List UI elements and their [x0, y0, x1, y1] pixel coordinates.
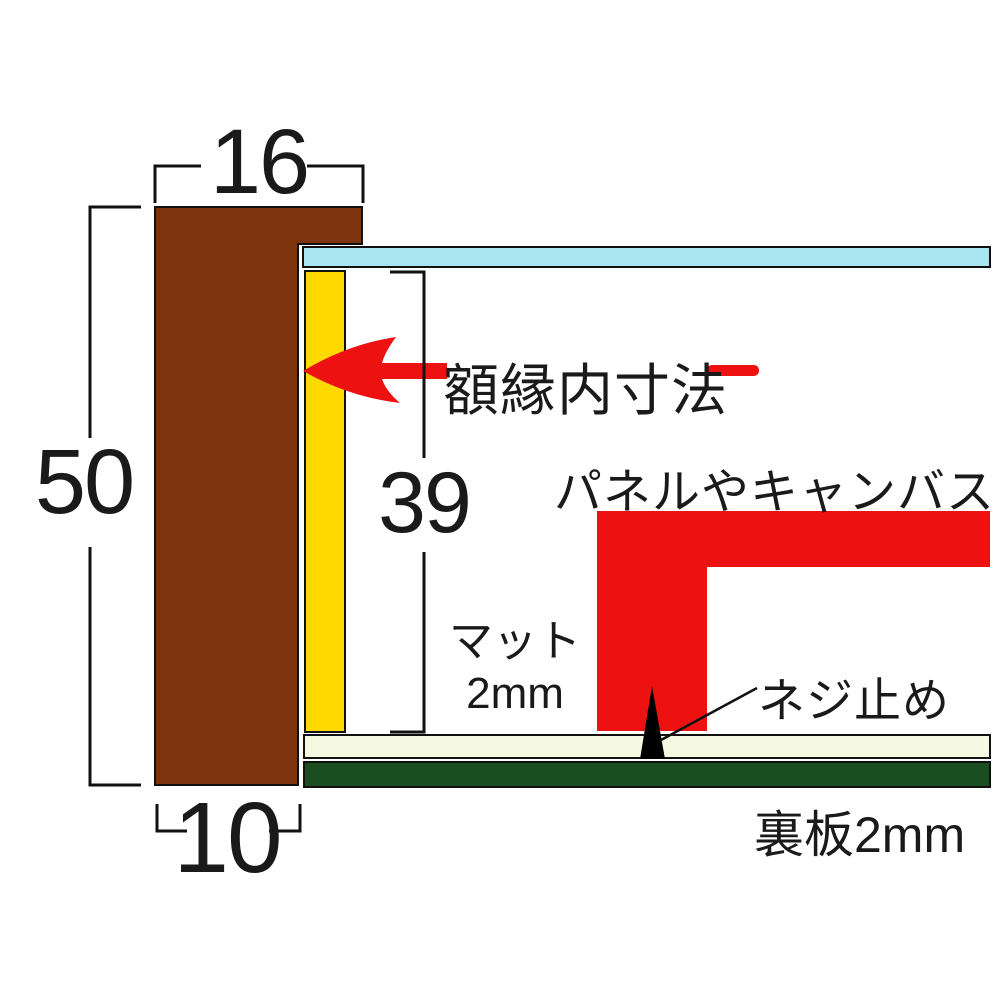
- label-panel-canvas: パネルやキャンバス: [554, 466, 996, 519]
- panel-canvas-shape: [597, 511, 990, 731]
- screw-shape: [640, 686, 665, 759]
- dim-bracket-top-width: [153, 164, 365, 203]
- label-mat-line1: マット: [449, 617, 581, 666]
- label-mat-line2: 2mm: [466, 668, 564, 718]
- inner-dimension-arrow-icon: [303, 337, 447, 403]
- dim-bracket-outer-height: [88, 205, 141, 787]
- label-back-board: 裏板2mm: [754, 807, 966, 863]
- inner-dimension-dash-icon: [707, 365, 759, 376]
- dim-bracket-bottom-width: [155, 804, 302, 833]
- label-mat: マット 2mm: [440, 616, 590, 720]
- liner-strip-shape: [304, 270, 346, 733]
- dim-value-inner-depth: 39: [378, 455, 472, 551]
- dim-value-bottom-width: 10: [173, 782, 282, 894]
- dim-bracket-inner-depth: [390, 270, 426, 734]
- dim-value-top-width: 16: [209, 111, 310, 213]
- screw-pointer-line: [660, 686, 758, 742]
- label-screw-stop: ネジ止め: [758, 674, 950, 727]
- glass-sheet-shape: [302, 246, 991, 268]
- frame-moulding-shape: [154, 206, 363, 786]
- label-inner-dimension: 額縁内寸法: [443, 359, 728, 422]
- dim-value-outer-height: 50: [34, 431, 135, 533]
- back-board-shape: [303, 761, 991, 788]
